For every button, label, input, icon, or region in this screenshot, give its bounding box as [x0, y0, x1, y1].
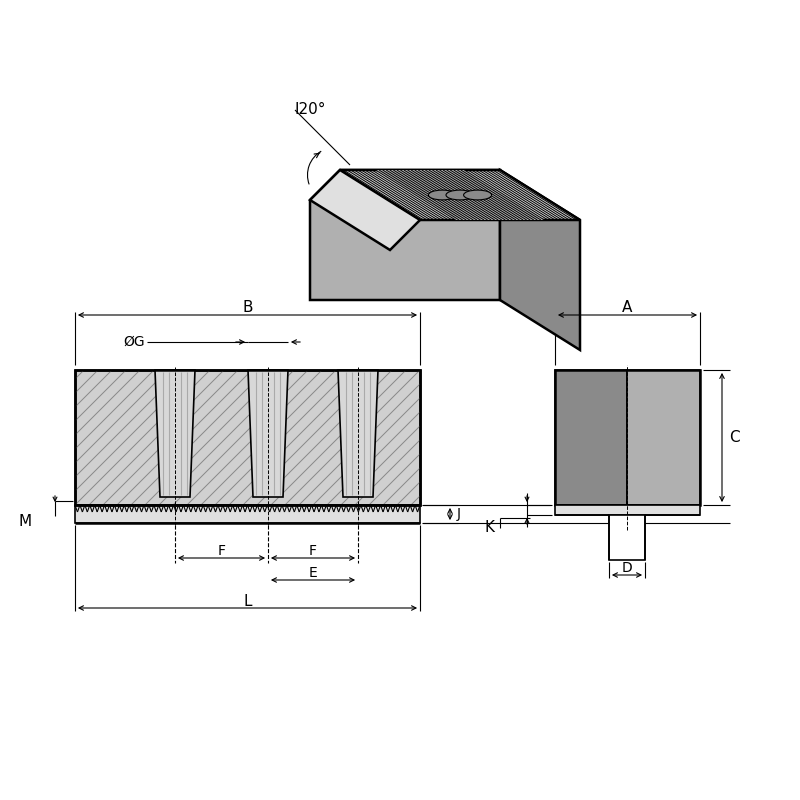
Polygon shape: [340, 170, 580, 220]
Text: L: L: [243, 594, 252, 609]
Polygon shape: [500, 170, 580, 350]
Polygon shape: [248, 370, 288, 497]
Ellipse shape: [464, 190, 491, 200]
Text: F: F: [218, 544, 226, 558]
Text: D: D: [622, 561, 632, 575]
Polygon shape: [338, 370, 378, 497]
Text: E: E: [309, 566, 318, 580]
Text: C: C: [729, 430, 740, 445]
Text: B: B: [242, 301, 253, 315]
Polygon shape: [555, 505, 700, 515]
Polygon shape: [627, 370, 700, 505]
Polygon shape: [310, 170, 500, 300]
Text: J: J: [457, 507, 461, 521]
Polygon shape: [376, 170, 544, 220]
Polygon shape: [609, 515, 645, 560]
Text: M: M: [18, 514, 31, 529]
Polygon shape: [75, 370, 420, 505]
Text: ØG: ØG: [123, 335, 145, 349]
Text: F: F: [309, 544, 317, 558]
Text: I20°: I20°: [295, 102, 326, 118]
Polygon shape: [155, 370, 195, 497]
Polygon shape: [310, 170, 420, 250]
Polygon shape: [555, 370, 627, 505]
Text: A: A: [622, 301, 633, 315]
Ellipse shape: [429, 190, 456, 200]
Polygon shape: [75, 505, 420, 523]
Ellipse shape: [446, 190, 474, 200]
Text: K: K: [485, 521, 495, 535]
